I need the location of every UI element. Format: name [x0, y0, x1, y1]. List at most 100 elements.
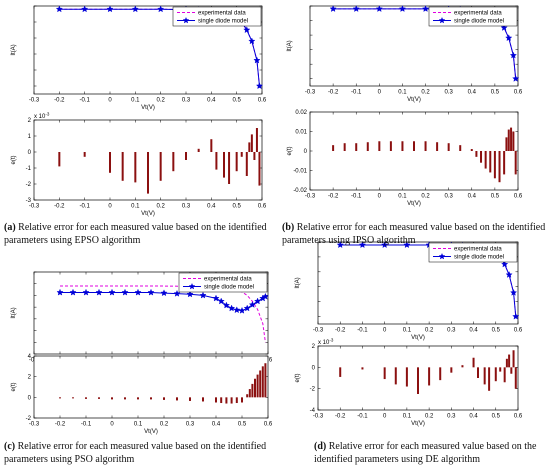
error-bar	[241, 397, 243, 403]
x-tick-label: 0.2	[421, 90, 430, 96]
legend-entry: experimental data	[454, 11, 502, 17]
series-point-model	[422, 5, 430, 12]
error-bar	[223, 152, 225, 178]
error-bar	[498, 151, 501, 183]
error-bar	[248, 142, 251, 152]
y-axis-label: It(A)	[11, 307, 17, 318]
series-point-model	[381, 241, 389, 248]
error-bar	[514, 151, 517, 175]
x-tick-label: 0.5	[491, 194, 500, 200]
error-bar	[134, 152, 137, 183]
series-point-model	[248, 37, 256, 45]
x-tick-label: 0.4	[212, 422, 221, 428]
series-point-model	[243, 26, 251, 34]
y-tick-label: 0	[28, 395, 32, 401]
series-point-model	[173, 289, 181, 297]
legend-entry: single diode model	[198, 19, 248, 25]
x-tick-label: 0.4	[207, 204, 216, 210]
x-tick-label: 0	[108, 204, 112, 210]
x-tick-label: 0.1	[403, 328, 412, 334]
x-tick-label: 0.6	[514, 194, 523, 200]
series-point-model	[509, 51, 517, 59]
error-bar	[355, 143, 358, 151]
error-bar	[246, 394, 249, 398]
y-tick-label: 4	[28, 354, 32, 360]
error-bar	[137, 397, 139, 400]
series-point-model	[233, 306, 241, 314]
series-point-model	[69, 288, 77, 296]
error-bar	[251, 383, 254, 398]
series-point-model	[160, 289, 168, 297]
series-point-model	[505, 271, 513, 278]
series-point-model	[255, 82, 264, 90]
error-bar	[220, 397, 223, 404]
error-bar	[98, 397, 100, 399]
legend-entry: single diode model	[204, 285, 254, 291]
series-point-model	[212, 294, 220, 302]
x-axis-label: Vt(V)	[411, 421, 425, 427]
error-bar	[150, 397, 152, 400]
error-bar	[477, 367, 479, 378]
x-tick-label: 0.5	[491, 90, 500, 96]
error-bar	[235, 397, 238, 404]
legend-entry: experimental data	[198, 11, 246, 17]
y-axis-label: e(t)	[11, 155, 17, 164]
plot-a-top: -0.3 -0.2 -0.1 0 0.1 0.2 0.3 0.4 0.5 0.6 Vt(V) It(A…	[11, 5, 267, 111]
x-tick-label: 0.3	[182, 98, 191, 104]
x-tick-label: 0.2	[156, 98, 165, 104]
y-tick-label: 0	[312, 365, 316, 371]
error-bar	[254, 378, 256, 398]
legend: experimental data single diode model	[428, 242, 518, 263]
error-bar	[259, 370, 262, 398]
y-tick-label: 2	[312, 344, 316, 350]
error-bar	[202, 397, 204, 402]
x-tick-label: 0.1	[398, 194, 407, 200]
x-tick-label: 0	[110, 422, 114, 428]
error-bar	[121, 152, 124, 181]
y-tick-label: -4	[310, 408, 316, 414]
plot-d-top: -0.3 -0.2 -0.1 0 0.1 0.2 0.3 0.4 0.5 0.6 Vt(V) It(A…	[295, 241, 523, 341]
error-bar	[389, 141, 392, 151]
plot-c-bottom: -0.3 -0.2 -0.1 0 0.1 0.2 0.3 0.4 0.5 0.6 Vt(V) e(t)…	[11, 354, 273, 435]
x-tick-label: -0.2	[335, 328, 346, 334]
caption-letter: (d)	[314, 441, 327, 452]
error-bar	[488, 367, 491, 391]
caption-letter: (b)	[282, 222, 295, 233]
caption-letter: (c)	[4, 441, 16, 452]
y-axis-label: It(A)	[295, 277, 301, 288]
x-tick-label: -0.3	[313, 414, 324, 420]
x-tick-label: 0.5	[492, 328, 501, 334]
x-tick-label: 0	[383, 328, 387, 334]
error-bar	[185, 152, 187, 160]
error-bar	[111, 397, 113, 400]
x-tick-label: -0.1	[357, 328, 368, 334]
error-bar	[507, 129, 510, 151]
error-bar	[489, 151, 492, 173]
y-tick-label: 0	[28, 150, 32, 156]
x-tick-label: 0.5	[238, 422, 247, 428]
plot-d-bottom: -0.3 -0.2 -0.1 0 0.1 0.2 0.3 0.4 0.5 0.6 Vt(V) e(t)…	[295, 338, 523, 428]
y-axis-label: It(A)	[11, 44, 17, 55]
series-point-model	[106, 5, 114, 13]
x-tick-label: -0.2	[335, 414, 346, 420]
legend-entry: experimental data	[454, 247, 502, 253]
x-tick-label: 0.6	[514, 328, 523, 334]
x-tick-label: 0.4	[207, 98, 216, 104]
x-tick-label: 0.5	[492, 414, 501, 420]
x-tick-label: 0.2	[156, 204, 165, 210]
series-point-model	[147, 288, 155, 296]
x-tick-label: 0	[108, 98, 112, 104]
error-bar	[503, 367, 506, 383]
legend-entry: single diode model	[454, 19, 504, 25]
y-tick-label: 2	[28, 375, 32, 381]
x-tick-label: 0.3	[447, 414, 456, 420]
x-axis-label: Vt(V)	[144, 429, 158, 435]
x-tick-label: 0.3	[186, 422, 195, 428]
error-bar	[475, 151, 478, 157]
x-tick-label: 0.6	[264, 422, 273, 428]
error-bar	[332, 145, 335, 151]
y-tick-label: -0.01	[293, 169, 307, 175]
x-tick-label: 0	[378, 90, 382, 96]
error-bar	[461, 365, 464, 368]
